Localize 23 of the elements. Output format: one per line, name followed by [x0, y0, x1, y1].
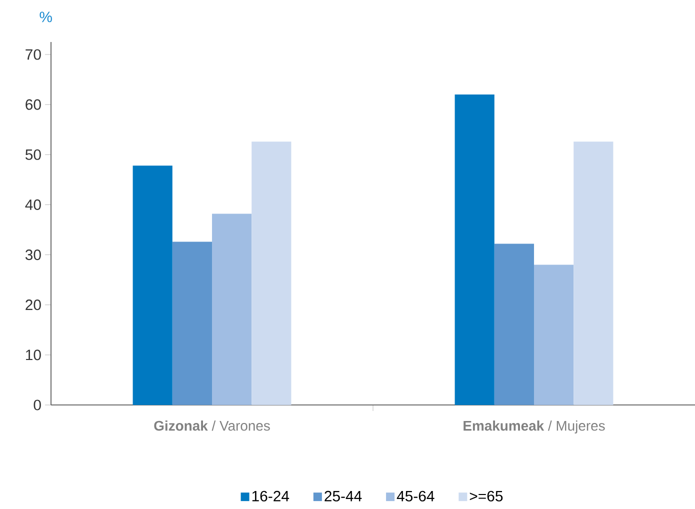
bar	[534, 264, 574, 405]
bar	[132, 166, 172, 405]
x-tick-label: Emakumeak / Mujeres	[464, 420, 605, 434]
y-tick-label: 50	[25, 149, 41, 160]
legend-label: 25-44	[324, 490, 362, 502]
bar	[494, 244, 534, 405]
bar	[172, 242, 212, 405]
y-tick-label: 70	[26, 49, 41, 60]
legend-label: 45-64	[396, 490, 434, 502]
y-axis-title: %	[40, 12, 52, 22]
y-tick-label: 60	[26, 99, 41, 110]
y-tick-label: 30	[25, 249, 41, 260]
y-tick-label: 40	[25, 199, 41, 210]
y-tick-label: 20	[26, 300, 41, 310]
bar	[574, 142, 614, 405]
bar	[454, 94, 494, 405]
bar	[252, 142, 292, 405]
legend-label: 16-24	[252, 490, 290, 502]
legend-label: >=65	[470, 490, 503, 502]
x-tick-label: Gizonak / Varones	[154, 420, 270, 431]
y-tick-label: 10	[26, 350, 41, 360]
bar	[212, 214, 252, 405]
y-tick-label: 0	[34, 400, 41, 410]
